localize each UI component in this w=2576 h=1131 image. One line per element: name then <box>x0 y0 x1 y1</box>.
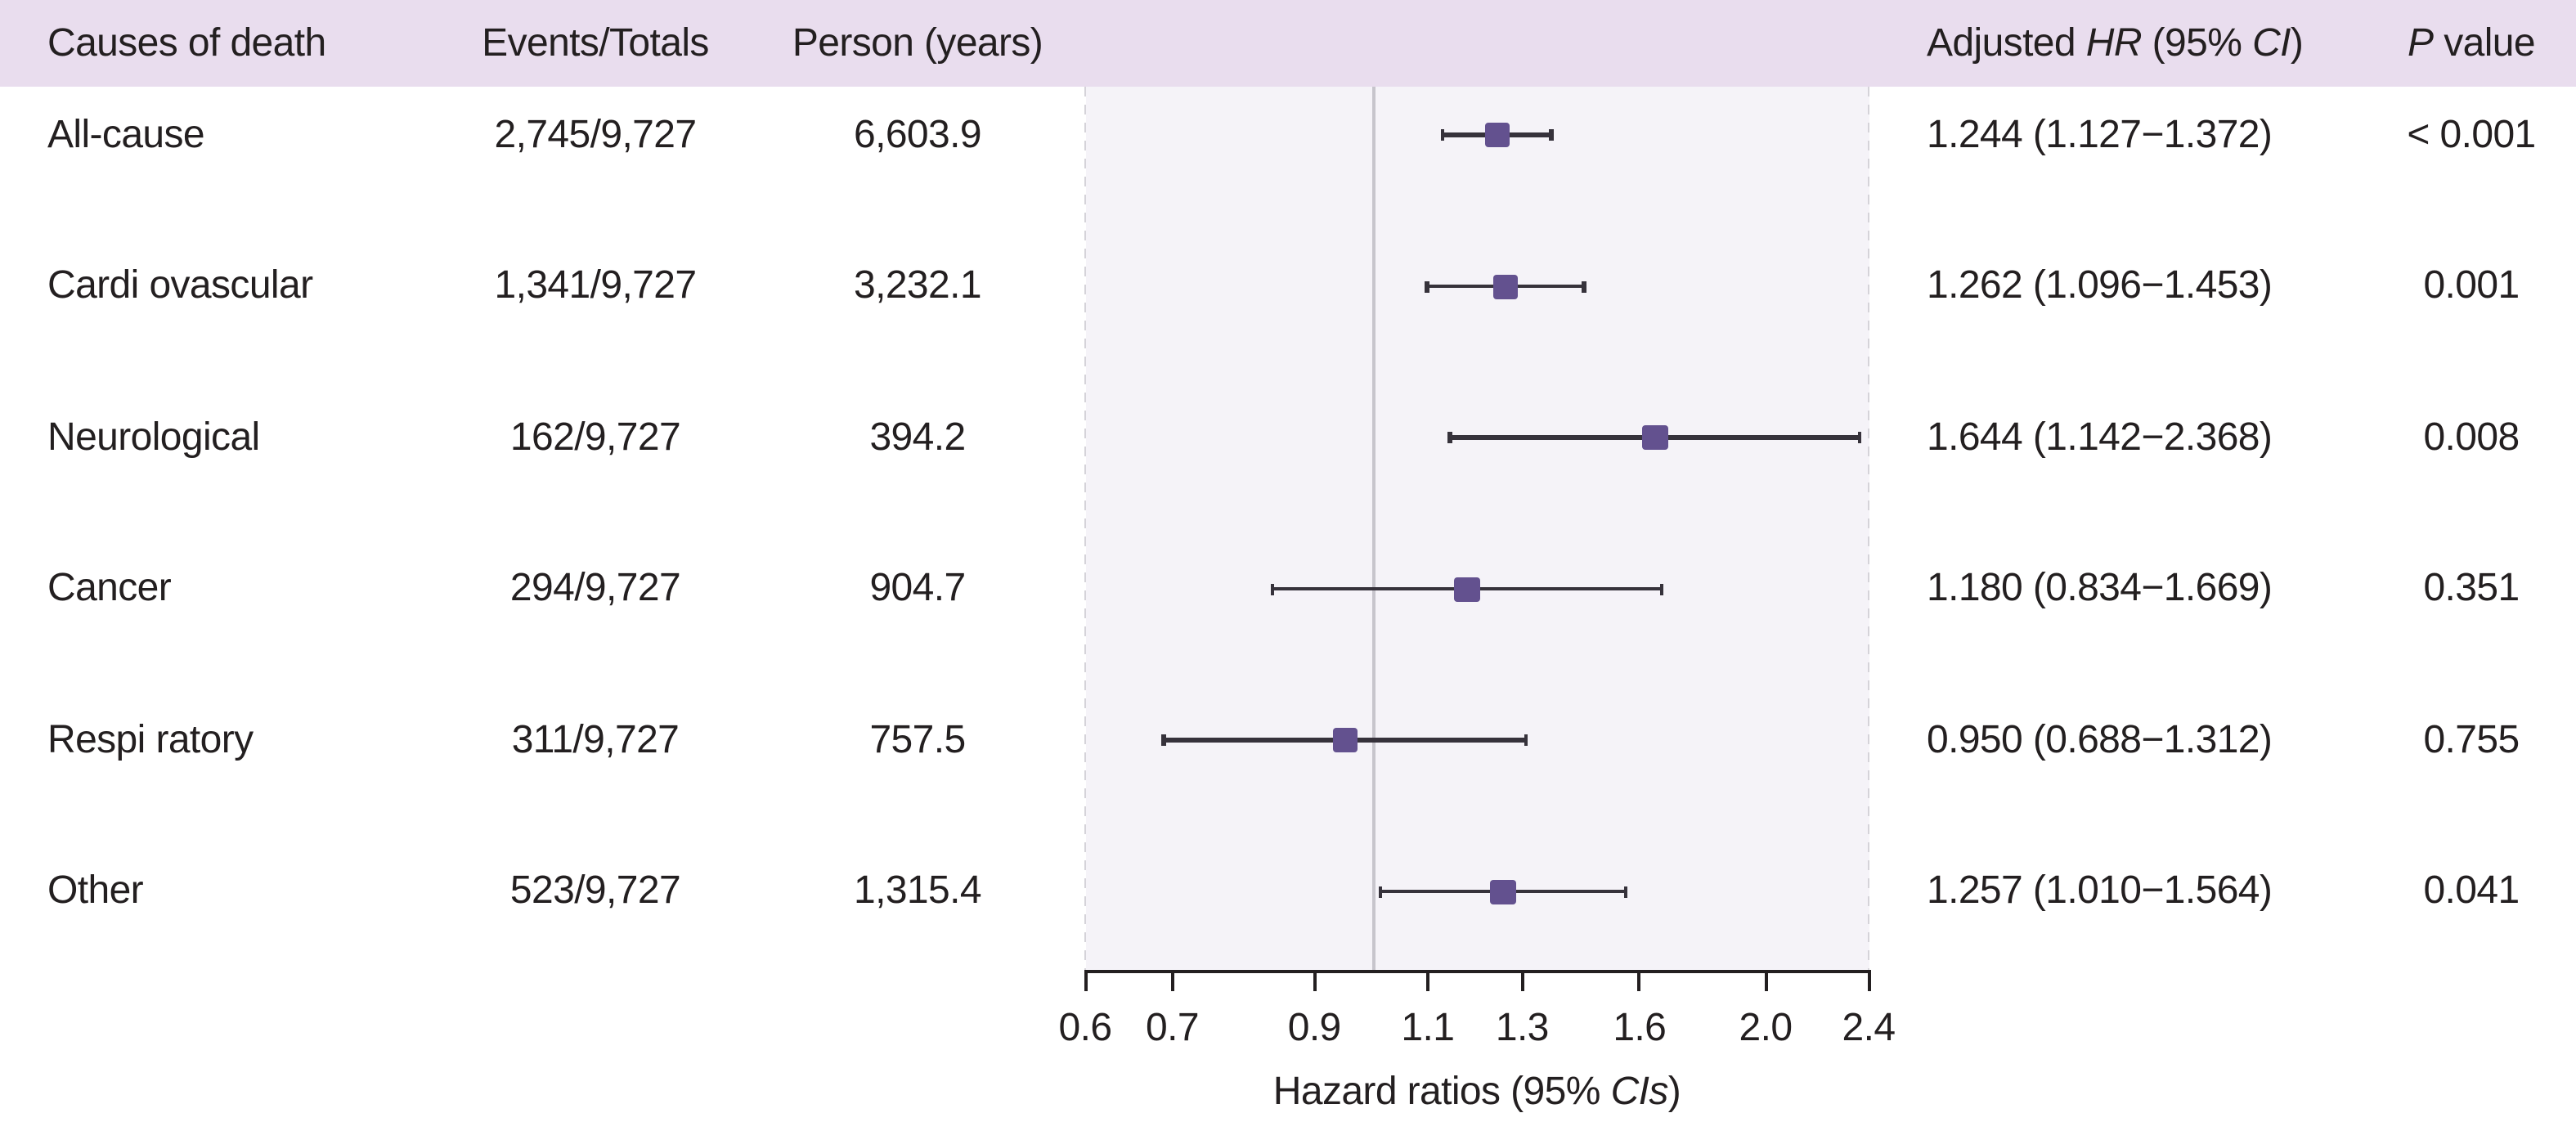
row-p-value: 0.351 <box>2423 566 2520 610</box>
row-person-years: 757.5 <box>869 717 966 761</box>
x-tick-label: 1.3 <box>1495 1006 1550 1050</box>
x-axis-tick <box>1084 972 1087 991</box>
table-header-band: Causes of death Events/Totals Person (ye… <box>0 0 2576 87</box>
row-cause-label: Other <box>47 868 144 913</box>
header-adjusted-hr-mid: (95% <box>2141 21 2253 65</box>
header-events-totals: Events/Totals <box>482 21 709 65</box>
hr-marker <box>1332 728 1358 752</box>
header-p-rest: value <box>2433 21 2535 65</box>
header-adjusted-hr-post: ) <box>2290 21 2304 65</box>
row-person-years: 394.2 <box>869 415 966 459</box>
row-person-years: 1,315.4 <box>854 868 982 913</box>
x-axis-tick <box>1313 972 1317 991</box>
ci-cap-low <box>1425 281 1429 292</box>
x-axis-title-post: ) <box>1667 1070 1681 1114</box>
row-events-totals: 523/9,727 <box>509 868 681 913</box>
header-person-years: Person (years) <box>792 21 1043 65</box>
hr-marker <box>1454 577 1480 601</box>
ci-cap-high <box>1582 281 1586 292</box>
row-events-totals: 1,341/9,727 <box>494 263 698 307</box>
table-row: Respi ratory 311/9,727 757.5 0.950 (0.68… <box>0 716 2576 765</box>
table-row: Cancer 294/9,727 904.7 1.180 (0.834−1.66… <box>0 564 2576 613</box>
header-hr-italic: HR <box>2085 21 2143 65</box>
header-p-value: P value <box>2357 0 2576 87</box>
ci-cap-low <box>1270 583 1275 595</box>
hr-marker <box>1492 274 1519 298</box>
header-adjusted-hr-pre: Adjusted <box>1927 21 2086 65</box>
table-row: Other 523/9,727 1,315.4 1.257 (1.010−1.5… <box>0 867 2576 916</box>
row-hr-ci-text: 1.180 (0.834−1.669) <box>1927 566 2273 610</box>
row-events-totals: 311/9,727 <box>511 717 680 761</box>
row-events-totals: 294/9,727 <box>509 566 681 610</box>
table-row: Cardi ovascular 1,341/9,727 3,232.1 1.26… <box>0 262 2576 311</box>
row-person-years: 3,232.1 <box>854 263 982 307</box>
reference-line <box>1372 87 1376 972</box>
hr-marker <box>1642 425 1668 450</box>
row-events-totals: 2,745/9,727 <box>494 112 698 156</box>
x-axis-tick <box>1170 972 1174 991</box>
row-cause-label: Neurological <box>47 415 260 459</box>
row-cause-label: Cardi ovascular <box>47 263 313 307</box>
row-hr-ci-text: 1.244 (1.127−1.372) <box>1927 112 2273 156</box>
row-p-value: 0.008 <box>2423 415 2520 459</box>
row-person-years: 6,603.9 <box>854 112 982 156</box>
table-row: Neurological 162/9,727 394.2 1.644 (1.14… <box>0 413 2576 462</box>
row-cause-label: Respi ratory <box>47 717 254 761</box>
x-tick-label: 2.0 <box>1739 1006 1793 1050</box>
header-p-italic: P <box>2408 21 2434 65</box>
row-p-value: < 0.001 <box>2407 112 2536 156</box>
ci-cap-high <box>1623 886 1628 897</box>
x-tick-label: 0.7 <box>1146 1006 1200 1050</box>
header-causes-of-death: Causes of death <box>47 21 326 65</box>
ci-cap-low <box>1447 432 1452 443</box>
ci-cap-high <box>1524 734 1528 746</box>
plot-right-dashed-border <box>1867 87 1870 972</box>
row-hr-ci-text: 1.262 (1.096−1.453) <box>1927 263 2273 307</box>
x-axis-tick <box>1520 972 1524 991</box>
row-cause-label: Cancer <box>47 566 172 610</box>
ci-cap-high <box>1549 129 1554 141</box>
plot-background <box>1085 87 1869 972</box>
x-tick-label: 0.6 <box>1058 1006 1113 1050</box>
table-row: All-cause 2,745/9,727 6,603.9 1.244 (1.1… <box>0 110 2576 159</box>
hr-marker <box>1484 123 1510 147</box>
ci-cap-high <box>1659 583 1664 595</box>
x-axis-tick <box>1425 972 1429 991</box>
x-axis-tick <box>1637 972 1641 991</box>
x-tick-label: 0.9 <box>1287 1006 1342 1050</box>
plot-left-dashed-border <box>1084 87 1087 972</box>
row-events-totals: 162/9,727 <box>509 415 681 459</box>
ci-cap-high <box>1857 432 1862 443</box>
row-person-years: 904.7 <box>869 566 966 610</box>
x-axis-line <box>1084 969 1870 974</box>
x-axis-title-pre: Hazard ratios (95% <box>1272 1070 1611 1114</box>
ci-cap-low <box>1161 734 1166 746</box>
row-p-value: 0.755 <box>2423 717 2520 761</box>
row-hr-ci-text: 1.644 (1.142−2.368) <box>1927 415 2273 459</box>
row-cause-label: All-cause <box>47 112 205 156</box>
header-ci-italic: CI <box>2252 21 2291 65</box>
x-axis-tick <box>1764 972 1767 991</box>
x-tick-label: 1.1 <box>1401 1006 1455 1050</box>
row-p-value: 0.001 <box>2423 263 2520 307</box>
row-hr-ci-text: 1.257 (1.010−1.564) <box>1927 868 2273 913</box>
hr-marker <box>1490 879 1516 904</box>
ci-cap-low <box>1378 886 1383 897</box>
x-axis-title-cis-italic: CIs <box>1610 1070 1669 1114</box>
x-axis-title: Hazard ratios (95% CIs) <box>1150 1070 1804 1115</box>
row-p-value: 0.041 <box>2423 868 2520 913</box>
x-axis-tick <box>1867 972 1870 991</box>
ci-cap-low <box>1440 129 1445 141</box>
x-tick-label: 1.6 <box>1613 1006 1667 1050</box>
row-hr-ci-text: 0.950 (0.688−1.312) <box>1927 717 2273 761</box>
x-tick-label: 2.4 <box>1842 1006 1896 1050</box>
header-adjusted-hr: Adjusted HR (95% CI) <box>1927 0 2304 87</box>
